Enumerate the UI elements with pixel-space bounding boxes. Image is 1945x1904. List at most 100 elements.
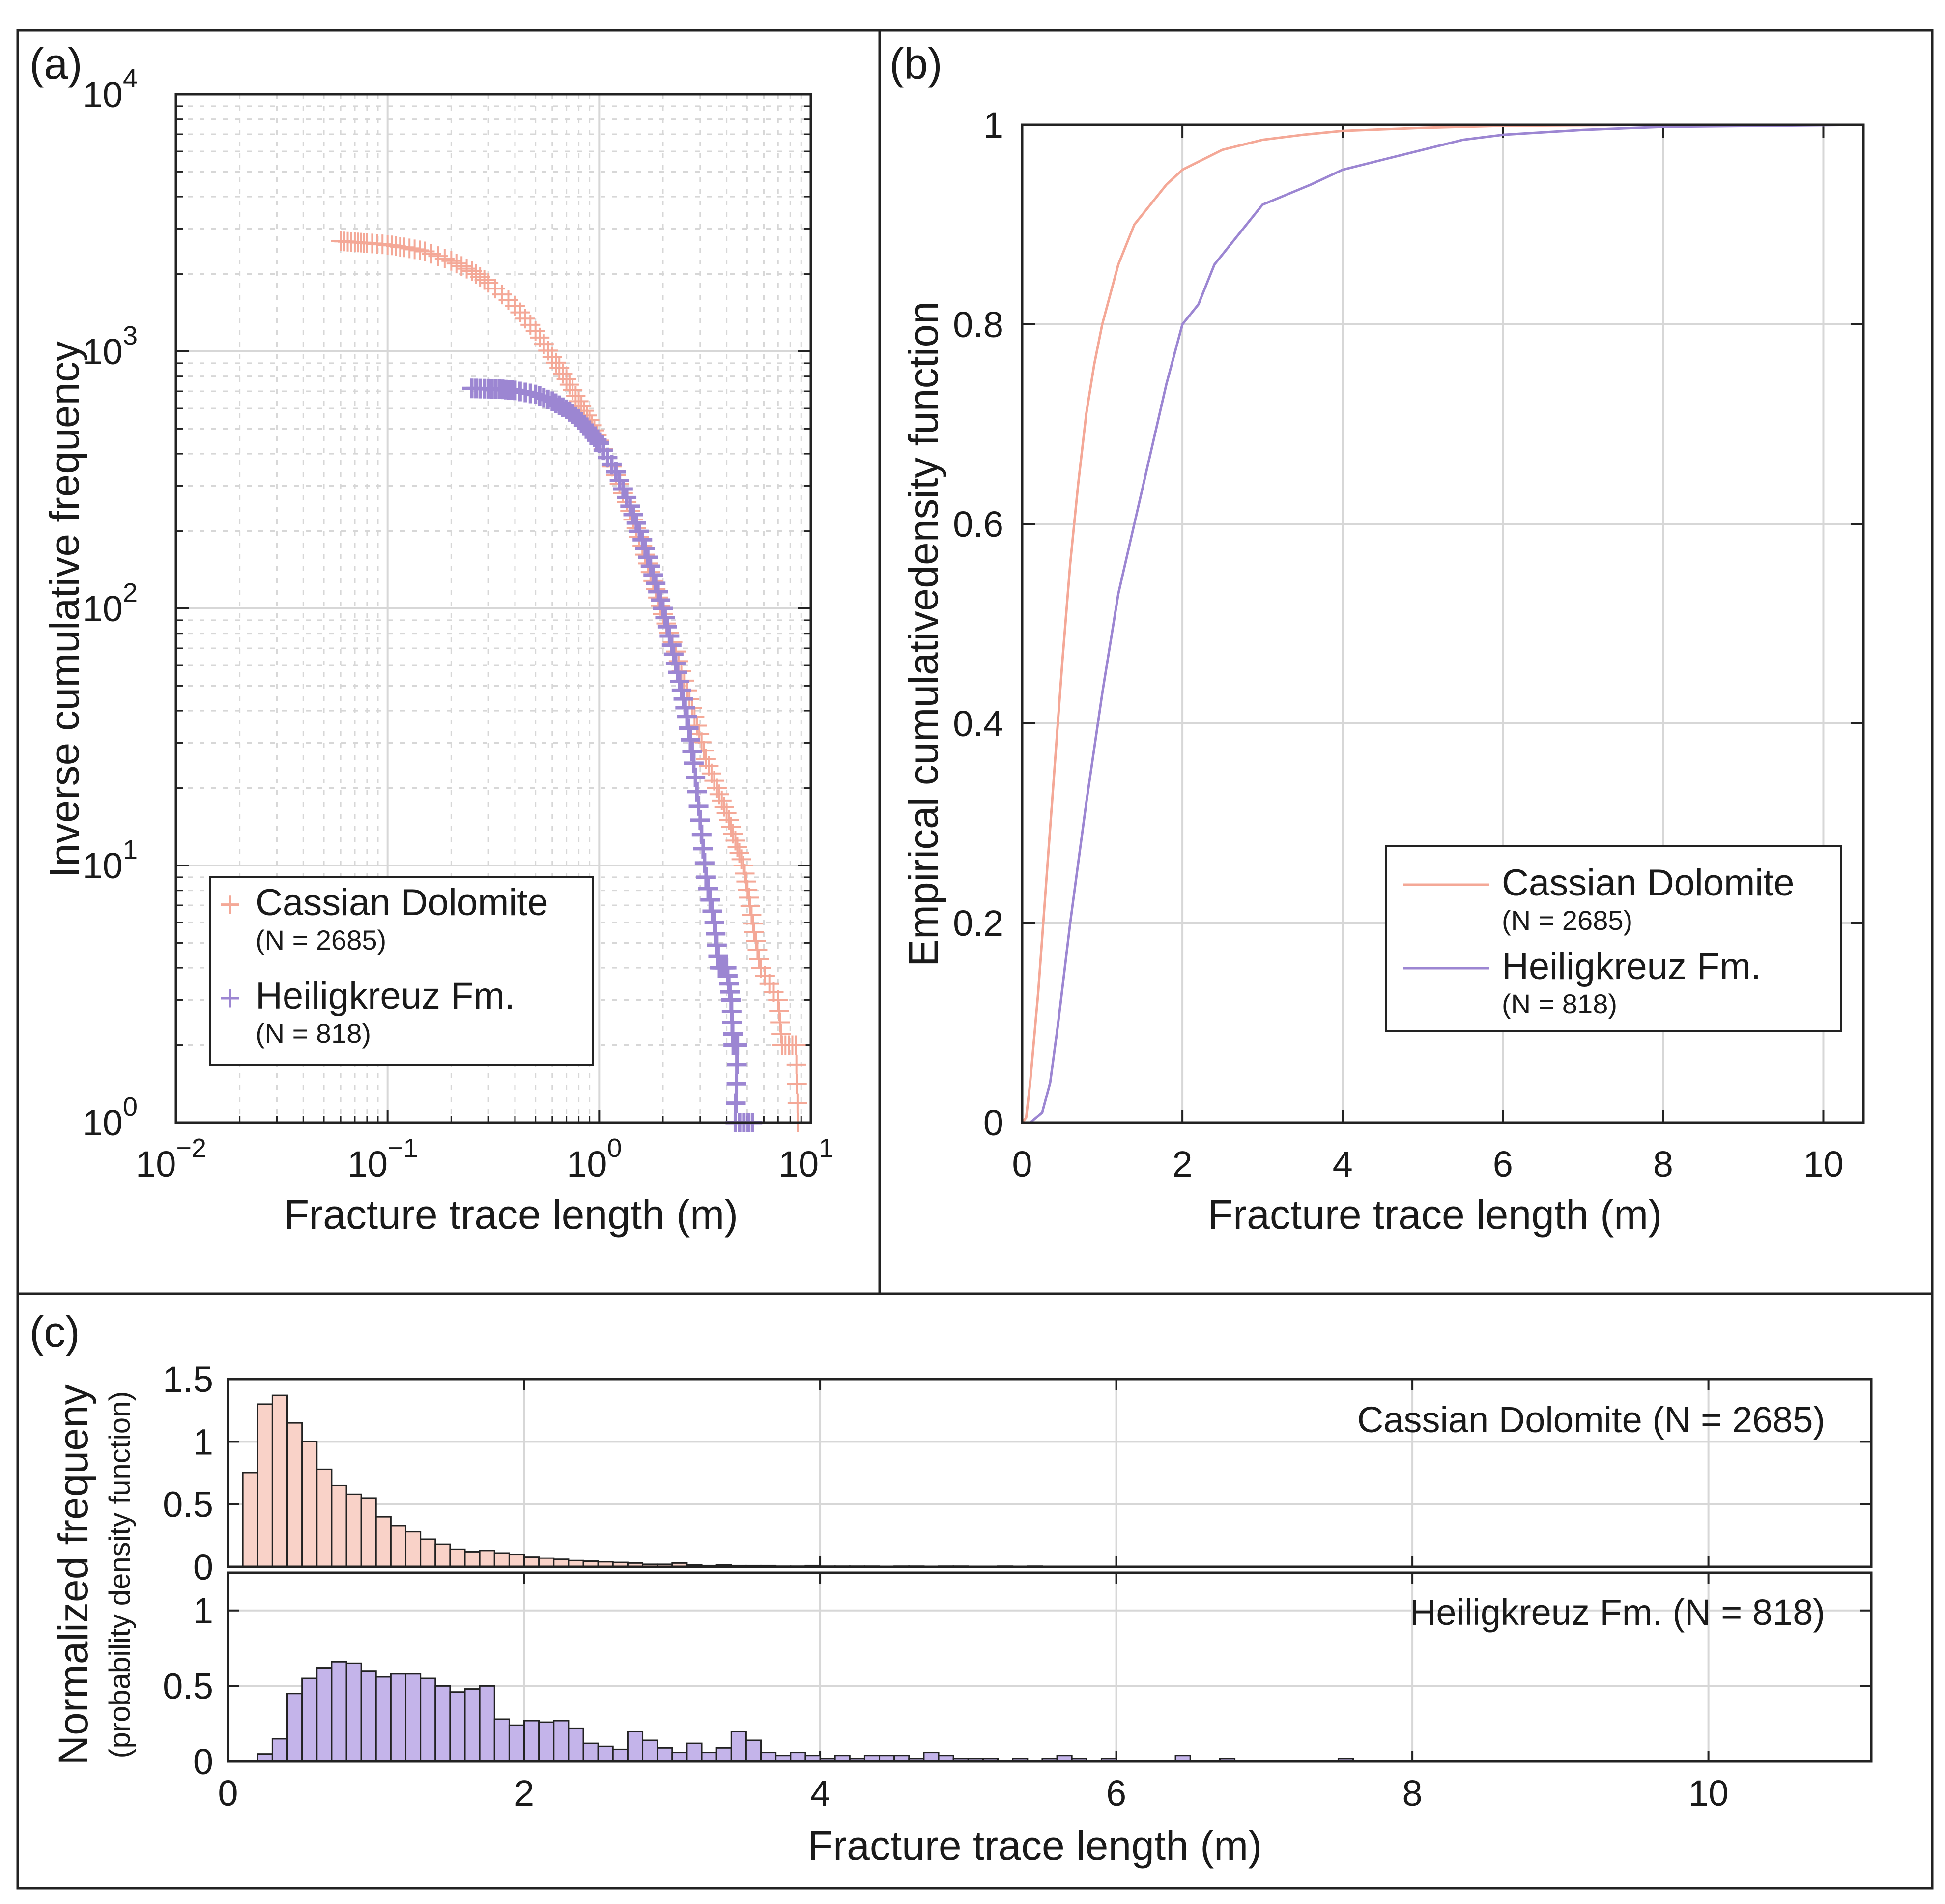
a-data-point bbox=[668, 663, 688, 683]
panel-c-tick-labels: 00.511.500.510 2 4 6 8 10 bbox=[163, 1359, 1729, 1814]
c-bar-heilig bbox=[479, 1685, 495, 1762]
c-bar-heilig bbox=[597, 1745, 614, 1762]
a-data-point bbox=[655, 607, 675, 628]
a-data-point bbox=[556, 369, 576, 389]
c-bar-cassian bbox=[286, 1422, 303, 1568]
a-series-heilig bbox=[462, 378, 763, 1132]
c-bar-heilig bbox=[464, 1688, 481, 1762]
a-xtick-exponent: 0 bbox=[607, 1133, 622, 1163]
a-ytick-label: 102 bbox=[83, 578, 138, 629]
panel-c-bottom-title: Heiligkreuz Fm. (N = 818) bbox=[1410, 1592, 1825, 1633]
a-data-point bbox=[466, 264, 486, 284]
b-xtick-label: 6 bbox=[1493, 1144, 1513, 1184]
a-data-point bbox=[470, 267, 490, 287]
c-xtick-label: 0 bbox=[218, 1773, 238, 1814]
a-data-point bbox=[675, 697, 695, 718]
c-bar-heilig bbox=[434, 1685, 451, 1762]
a-data-point bbox=[786, 1035, 806, 1055]
panel-b-axes-box bbox=[1021, 123, 1865, 1124]
c-ytick-label: 0 bbox=[193, 1741, 213, 1782]
b-xtick-label: 0 bbox=[1012, 1144, 1032, 1184]
a-data-point bbox=[553, 364, 573, 384]
c-bar-heilig bbox=[316, 1667, 333, 1762]
a-data-point bbox=[620, 496, 640, 516]
b-xtick-label: 8 bbox=[1653, 1144, 1673, 1184]
a-data-point bbox=[759, 974, 779, 994]
c-bar-cassian bbox=[316, 1468, 333, 1568]
a-data-point bbox=[404, 239, 425, 260]
legend-a-sub-heilig: (N = 818) bbox=[256, 1018, 371, 1049]
a-xtick-exponent: 1 bbox=[819, 1133, 833, 1163]
a-ytick-label: 100 bbox=[83, 1092, 138, 1143]
a-data-point bbox=[661, 635, 682, 655]
a-data-point bbox=[617, 488, 637, 508]
a-data-point bbox=[746, 931, 766, 951]
b-ytick-label: 0.8 bbox=[953, 304, 1003, 345]
legend-a-marker-heilig: + bbox=[219, 977, 241, 1019]
a-data-point bbox=[700, 890, 720, 910]
a-data-point bbox=[623, 504, 643, 524]
a-ytick-exponent: 1 bbox=[123, 835, 138, 865]
a-data-point bbox=[629, 521, 649, 542]
c-bar-heilig bbox=[360, 1670, 377, 1762]
a-xtick-label: 10−2 bbox=[136, 1133, 206, 1184]
a-data-point bbox=[698, 878, 718, 898]
c-ytick-label: 1.5 bbox=[163, 1359, 213, 1400]
panel-c-histograms: (c) 00.511.500.510 2 4 6 8 10 Cassian Dolomit… bbox=[29, 1307, 1873, 1869]
c-bar-heilig bbox=[582, 1742, 599, 1762]
a-data-point bbox=[726, 1074, 746, 1094]
c-bar-heilig bbox=[390, 1673, 407, 1762]
a-data-point bbox=[446, 254, 466, 274]
a-ytick-label: 101 bbox=[83, 835, 138, 886]
c-bar-heilig bbox=[612, 1748, 629, 1762]
a-data-point bbox=[638, 548, 658, 568]
panel-a-axes-box bbox=[174, 93, 812, 1124]
c-bar-cassian bbox=[420, 1538, 436, 1568]
a-data-point bbox=[739, 888, 759, 908]
c-xtick-label: 2 bbox=[514, 1773, 534, 1814]
b-xtick-label: 10 bbox=[1803, 1144, 1843, 1184]
a-data-point bbox=[542, 347, 562, 367]
legend-a-name-heilig: Heiligkreuz Fm. bbox=[256, 975, 515, 1017]
a-data-point bbox=[410, 240, 430, 260]
a-data-point bbox=[569, 391, 589, 411]
c-bar-cassian bbox=[242, 1472, 258, 1568]
c-bar-heilig bbox=[345, 1662, 362, 1762]
c-bar-heilig bbox=[627, 1731, 644, 1762]
a-data-point bbox=[702, 901, 722, 921]
panel-label-a: (a) bbox=[29, 39, 83, 88]
c-bar-cassian bbox=[375, 1516, 392, 1568]
panel-a-ylabel: Inverse cumulative frequency bbox=[41, 341, 87, 878]
c-bar-heilig bbox=[493, 1718, 510, 1762]
c-bar-cassian bbox=[493, 1552, 510, 1568]
a-data-point bbox=[727, 1054, 747, 1074]
c-ytick-label: 1 bbox=[193, 1590, 213, 1631]
a-data-point bbox=[559, 375, 579, 395]
a-data-point bbox=[787, 1074, 807, 1094]
b-ytick-label: 0.2 bbox=[953, 903, 1003, 944]
a-data-point bbox=[687, 716, 707, 736]
panel-c-ylabel: Normalized frequeny bbox=[50, 1384, 96, 1765]
c-bar-heilig bbox=[568, 1727, 584, 1762]
panel-c-bars bbox=[242, 1394, 1354, 1762]
c-bar-cassian bbox=[523, 1556, 540, 1568]
c-bar-heilig bbox=[405, 1673, 422, 1762]
c-ytick-label: 0.5 bbox=[163, 1484, 213, 1525]
a-xtick-label: 10−1 bbox=[347, 1133, 418, 1184]
c-xtick-label: 6 bbox=[1106, 1773, 1126, 1814]
a-data-point bbox=[696, 867, 716, 887]
c-bar-heilig bbox=[701, 1752, 717, 1762]
a-data-point bbox=[441, 251, 461, 271]
a-data-point bbox=[751, 958, 771, 978]
b-xtick-label: 2 bbox=[1173, 1144, 1193, 1184]
c-bar-cassian bbox=[508, 1554, 525, 1568]
legend-a-marker-cassian: + bbox=[219, 884, 241, 925]
c-bar-heilig bbox=[657, 1747, 673, 1762]
a-data-point bbox=[663, 644, 684, 664]
a-data-point bbox=[474, 270, 494, 290]
c-xtick-label: 4 bbox=[810, 1773, 830, 1814]
panel-c-ylabel-sub: (probability density function) bbox=[103, 1391, 136, 1758]
a-data-point bbox=[606, 462, 626, 482]
